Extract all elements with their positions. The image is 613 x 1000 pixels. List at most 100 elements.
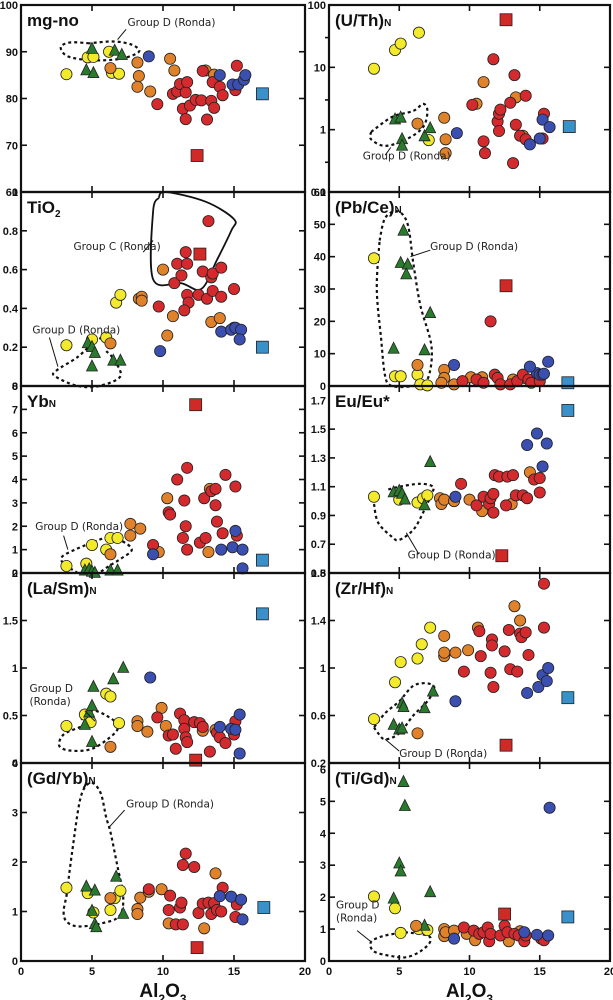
data-point-red <box>178 304 191 317</box>
panel-uth: 0.1 1 10 100 (U/Th)N Group D (Ronda) <box>308 0 612 199</box>
annotation-label: Group D (Ronda) <box>126 799 214 811</box>
data-point-green <box>85 698 99 711</box>
y-tick-label: 30 <box>314 284 326 296</box>
data-point-red <box>208 101 221 114</box>
data-point-blue <box>543 121 556 134</box>
data-point-red <box>179 847 192 860</box>
annotation-leader <box>356 930 372 943</box>
group-d-envelope <box>375 210 433 389</box>
data-point-green <box>418 342 431 356</box>
panel-lasm: 0 0.5 1 1.5 2 (La/Sm)N Group D (Ronda) <box>3 568 307 770</box>
annotation-label: Group D (Ronda) <box>408 550 496 562</box>
panel-title: Eu/Eu* <box>335 392 390 411</box>
data-point-red <box>199 531 212 544</box>
y-tick-label: 1 <box>12 545 18 557</box>
y-tick-label: 8 <box>12 381 18 393</box>
panel-frame <box>327 571 612 765</box>
annotation-leader <box>410 249 431 258</box>
y-tick-label: 1.5 <box>311 424 326 436</box>
panel-tio2: 0 0.2 0.4 0.6 0.8 1 TiO2 Group C (Ronda) Group D… <box>3 187 307 393</box>
y-tick-label: 3 <box>12 498 18 510</box>
data-point-red <box>210 515 223 528</box>
data-point-orange <box>104 740 117 753</box>
data-point-orange <box>438 646 451 659</box>
y-tick-label: 1 <box>320 125 326 137</box>
data-point-red-square <box>498 907 512 921</box>
data-point-red <box>522 648 535 661</box>
data-point-green <box>401 257 414 270</box>
data-point-lightblue-square <box>561 404 575 417</box>
data-point-green <box>87 679 100 692</box>
x-tick-label: 15 <box>228 966 240 978</box>
y-tick-label: 1.3 <box>311 453 326 465</box>
y-tick-label: 4 <box>12 758 19 770</box>
y-tick-label: 0.6 <box>311 711 326 723</box>
data-point-green <box>418 700 431 714</box>
x-tick-label: 5 <box>396 966 402 978</box>
data-point-orange <box>438 629 451 642</box>
data-point-yellow <box>112 67 125 80</box>
annotation-label: Group D (Ronda) <box>30 683 73 708</box>
data-point-orange <box>134 891 147 904</box>
data-point-lightblue-square <box>255 340 269 354</box>
data-point-yellow <box>367 713 380 726</box>
annotation-leader <box>142 240 154 253</box>
data-point-red <box>477 135 490 148</box>
y-tick-label: 0.5 <box>3 711 18 723</box>
panel-title: (Zr/Hf)N <box>335 579 393 598</box>
data-point-red <box>151 711 164 724</box>
panel-title: (Gd/Yb)N <box>27 769 96 788</box>
data-point-red <box>201 113 214 126</box>
data-point-red <box>485 639 498 652</box>
data-point-yellow <box>367 252 380 265</box>
data-point-yellow <box>60 339 73 352</box>
data-point-yellow <box>112 717 125 730</box>
data-point-orange <box>164 52 177 65</box>
y-tick-label: 0.5 <box>311 568 326 580</box>
x-tick-label: 10 <box>157 966 169 978</box>
data-point-red <box>178 494 191 507</box>
data-point-green <box>387 341 400 354</box>
data-point-red-square <box>193 247 207 261</box>
y-tick-label: 0.8 <box>3 226 18 238</box>
annotation-label: Group D (Ronda) <box>399 748 487 760</box>
data-point-yellow <box>394 656 407 669</box>
data-point-red <box>151 98 164 111</box>
data-point-green <box>397 699 410 712</box>
data-point-yellow <box>424 621 437 634</box>
data-point-red <box>537 621 550 634</box>
data-point-lightblue-square <box>257 901 271 914</box>
panel-eueu: 0.5 0.7 0.9 1.1 1.3 1.5 1.7 Eu/Eu* Group D (Rond… <box>311 384 612 580</box>
data-point-red <box>504 96 517 109</box>
annotation-label: Group D (Ronda) <box>363 151 451 163</box>
data-point-green <box>85 903 99 916</box>
data-point-orange <box>449 646 462 659</box>
data-point-red <box>511 665 524 678</box>
data-point-red <box>176 918 189 931</box>
y-tick-label: 1 <box>12 907 18 919</box>
panel-tigd: 0 1 2 3 4 5 6 0 5 10 15 20 Al2O3 (Ti/Gd)N Group D(Rond… <box>320 761 613 1000</box>
data-point-blue <box>229 524 242 537</box>
data-point-blue <box>233 747 246 760</box>
data-point-orange <box>410 919 423 932</box>
data-point-orange <box>411 727 424 740</box>
data-point-red <box>169 742 182 755</box>
data-point-green <box>395 721 409 734</box>
data-point-yellow <box>367 890 380 903</box>
x-axis-label: Al2O3 <box>139 981 186 1000</box>
y-tick-label: 0 <box>12 956 18 968</box>
data-point-red <box>457 665 470 678</box>
group-d-envelope <box>372 482 435 542</box>
data-point-red <box>168 277 181 290</box>
data-point-red <box>164 508 177 521</box>
annotation-leader <box>384 738 400 752</box>
data-point-blue <box>523 138 536 151</box>
data-point-orange <box>411 117 424 130</box>
data-point-blue <box>233 708 246 721</box>
y-tick-label: 100 <box>308 0 326 12</box>
panel-title: (Pb/Ce)N <box>335 198 402 217</box>
data-point-red <box>507 469 520 482</box>
data-point-blue <box>536 113 549 126</box>
data-point-blue <box>147 548 160 561</box>
y-tick-label: 1.4 <box>311 616 327 628</box>
